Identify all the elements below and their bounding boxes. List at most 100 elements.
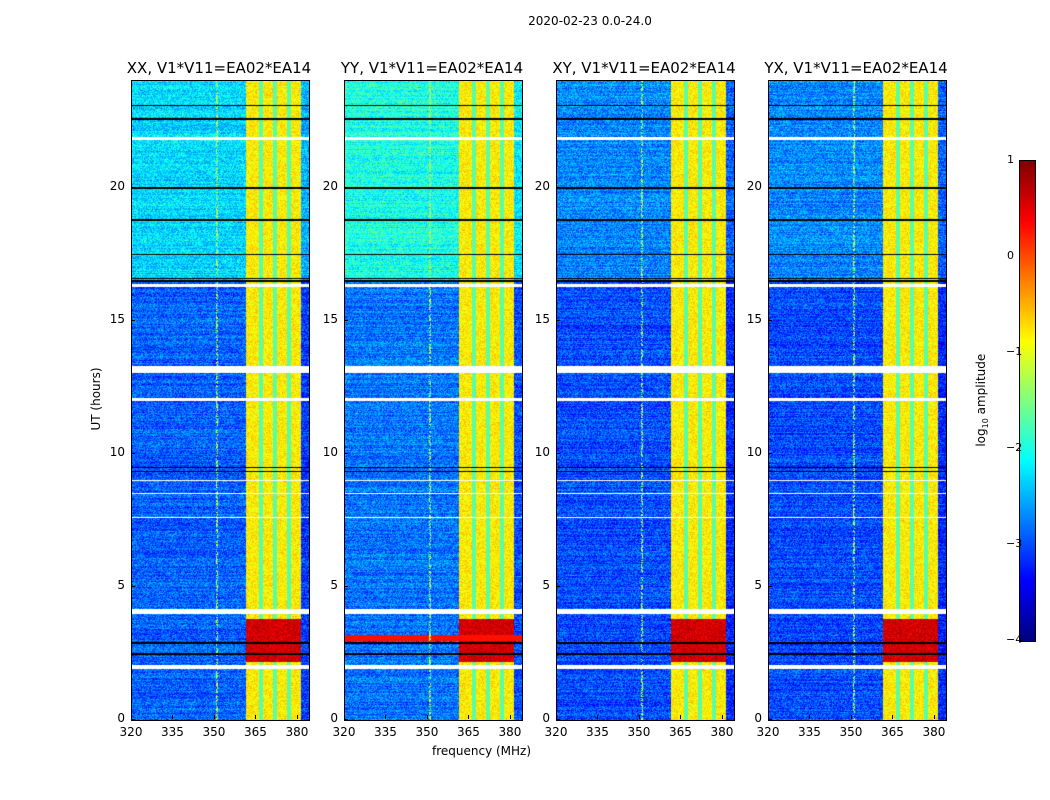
y-tick-mark xyxy=(556,452,560,454)
y-tick-mark xyxy=(344,319,348,321)
colorbar-tick-label: −4 xyxy=(1006,633,1023,646)
x-tick-label: 320 xyxy=(332,725,356,739)
colorbar-tick-label: −1 xyxy=(1006,345,1023,358)
x-tick-mark xyxy=(344,715,345,719)
x-tick-label: 320 xyxy=(544,725,568,739)
y-tick-label: 20 xyxy=(746,178,762,193)
colorbar-tick-label: 0 xyxy=(1007,249,1014,262)
x-tick-mark xyxy=(255,715,257,719)
y-tick-label: 10 xyxy=(109,444,125,459)
x-tick-mark xyxy=(597,715,599,719)
heatmap-image xyxy=(345,81,522,720)
y-tick-label: 10 xyxy=(534,444,550,459)
x-tick-mark xyxy=(933,715,935,719)
x-tick-label: 365 xyxy=(881,725,904,739)
x-tick-mark xyxy=(131,715,132,719)
y-tick-label: 5 xyxy=(117,577,125,592)
y-tick-label: 10 xyxy=(322,444,338,459)
heatmap-image xyxy=(769,81,946,720)
x-tick-mark xyxy=(850,715,852,719)
y-tick-mark xyxy=(768,452,772,454)
x-tick-label: 350 xyxy=(627,725,651,739)
y-tick-label: 5 xyxy=(330,577,338,592)
y-tick-mark xyxy=(768,585,772,587)
y-tick-mark xyxy=(556,319,560,321)
y-tick-mark xyxy=(768,719,772,720)
x-tick-label: 320 xyxy=(119,725,143,739)
x-tick-mark xyxy=(892,715,894,719)
y-tick-mark xyxy=(556,719,560,720)
y-tick-mark xyxy=(556,585,560,587)
x-tick-mark xyxy=(638,715,640,719)
x-axis-label: frequency (MHz) xyxy=(432,744,532,758)
x-tick-mark xyxy=(556,715,557,719)
colorbar-label-sub: 10 xyxy=(981,418,991,429)
y-tick-label: 15 xyxy=(534,311,550,326)
x-tick-mark xyxy=(721,715,723,719)
x-tick-mark xyxy=(213,715,215,719)
y-tick-mark xyxy=(131,719,135,720)
y-tick-label: 15 xyxy=(746,311,762,326)
heatmap-image xyxy=(132,81,309,720)
y-tick-label: 0 xyxy=(754,711,762,725)
x-tick-label: 335 xyxy=(798,725,821,739)
x-tick-label: 335 xyxy=(161,725,184,739)
y-tick-label: 20 xyxy=(109,178,125,193)
x-tick-mark xyxy=(385,715,387,719)
colorbar-label-rest: amplitude xyxy=(973,353,988,419)
heatmap-panel xyxy=(556,80,735,721)
x-tick-label: 335 xyxy=(586,725,609,739)
y-tick-label: 15 xyxy=(322,311,338,326)
x-tick-label: 380 xyxy=(498,725,522,739)
y-tick-mark xyxy=(344,585,348,587)
heatmap-panel xyxy=(131,80,310,721)
y-tick-mark xyxy=(131,585,135,587)
x-tick-mark xyxy=(172,715,174,719)
colorbar-tick-label: −3 xyxy=(1006,537,1023,550)
y-tick-mark xyxy=(768,319,772,321)
x-tick-label: 350 xyxy=(839,725,863,739)
panel-title: YY, V1*V11=EA02*EA14 xyxy=(340,59,524,77)
y-tick-label: 0 xyxy=(542,711,550,725)
y-tick-mark xyxy=(131,319,135,321)
colorbar-label: log10 amplitude xyxy=(974,340,990,460)
y-tick-label: 15 xyxy=(109,311,125,326)
panel-title: XY, V1*V11=EA02*EA14 xyxy=(552,59,736,77)
heatmap-panel xyxy=(344,80,523,721)
figure-title: 2020-02-23 0.0-24.0 xyxy=(528,14,652,28)
y-tick-mark xyxy=(768,186,772,188)
colorbar xyxy=(1019,160,1036,642)
colorbar-tick-label: −2 xyxy=(1006,441,1023,454)
y-tick-label: 0 xyxy=(117,711,125,725)
y-tick-mark xyxy=(344,719,348,720)
y-tick-label: 10 xyxy=(746,444,762,459)
x-tick-label: 365 xyxy=(669,725,692,739)
y-axis-label: UT (hours) xyxy=(89,367,103,431)
x-tick-label: 365 xyxy=(457,725,480,739)
heatmap-panel xyxy=(768,80,947,721)
y-tick-mark xyxy=(556,186,560,188)
x-tick-label: 350 xyxy=(415,725,439,739)
x-tick-mark xyxy=(426,715,428,719)
x-tick-mark xyxy=(296,715,298,719)
x-tick-mark xyxy=(680,715,682,719)
y-tick-label: 20 xyxy=(322,178,338,193)
y-tick-label: 5 xyxy=(754,577,762,592)
x-tick-label: 380 xyxy=(285,725,309,739)
x-tick-label: 380 xyxy=(922,725,946,739)
y-tick-label: 0 xyxy=(330,711,338,725)
x-tick-mark xyxy=(768,715,769,719)
x-tick-label: 365 xyxy=(244,725,267,739)
heatmap-image xyxy=(557,81,734,720)
y-tick-label: 20 xyxy=(534,178,550,193)
y-tick-mark xyxy=(344,452,348,454)
y-tick-label: 5 xyxy=(542,577,550,592)
x-tick-mark xyxy=(809,715,811,719)
panel-title: YX, V1*V11=EA02*EA14 xyxy=(764,59,948,77)
colorbar-label-log: log xyxy=(973,428,988,447)
colorbar-tick-label: 1 xyxy=(1007,153,1014,166)
x-tick-mark xyxy=(509,715,511,719)
x-tick-label: 320 xyxy=(756,725,780,739)
x-tick-label: 335 xyxy=(374,725,397,739)
